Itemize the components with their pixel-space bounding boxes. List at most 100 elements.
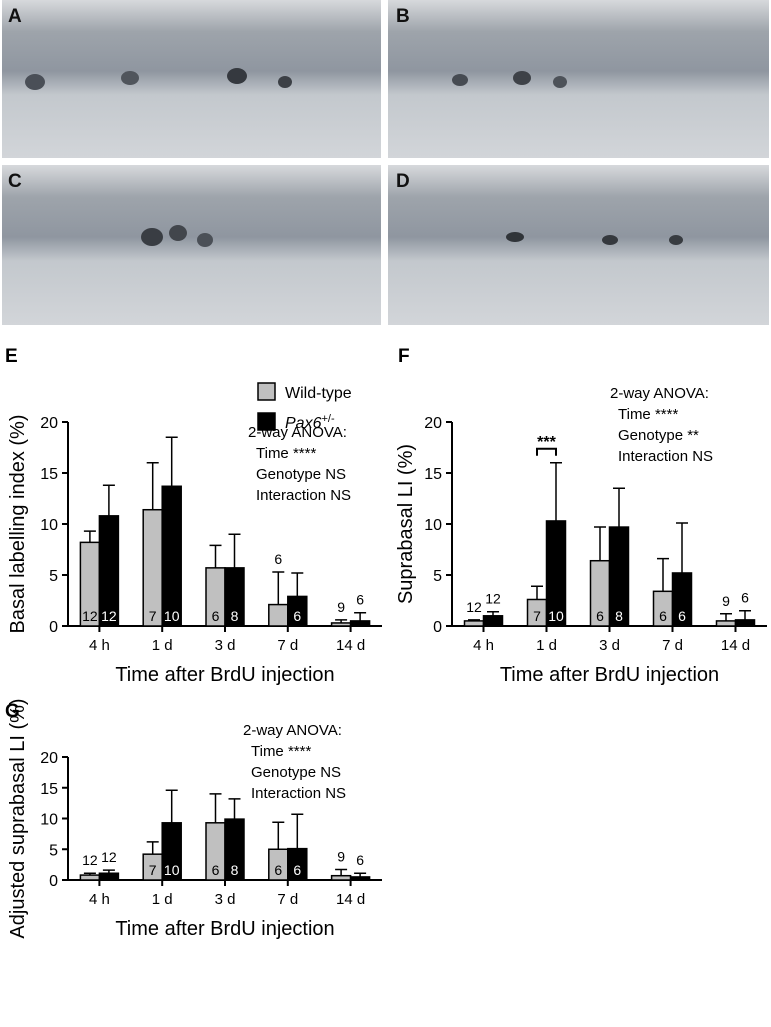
n-label: 6 bbox=[293, 608, 301, 624]
annotation: 2-way ANOVA: bbox=[243, 722, 342, 739]
x-tick-label: 14 d bbox=[336, 637, 365, 654]
error-bar bbox=[676, 522, 688, 573]
significance-label: *** bbox=[537, 434, 556, 451]
bar bbox=[79, 874, 101, 881]
n-label: 12 bbox=[485, 591, 501, 607]
n-label: 6 bbox=[356, 592, 364, 608]
y-tick-label: 15 bbox=[40, 466, 58, 483]
x-tick-label: 4 h bbox=[473, 637, 494, 654]
panel-label: A bbox=[8, 6, 22, 27]
x-tick-label: 3 d bbox=[599, 637, 620, 654]
micrograph-c bbox=[2, 165, 381, 325]
error-bar bbox=[657, 557, 669, 592]
bar bbox=[349, 620, 371, 627]
x-tick-label: 14 d bbox=[721, 637, 750, 654]
annotation: Interaction NS bbox=[256, 487, 351, 504]
error-bar bbox=[468, 619, 480, 621]
error-bar bbox=[739, 609, 751, 620]
y-tick-label: 10 bbox=[40, 812, 58, 829]
legend-superscript: +/- bbox=[321, 413, 334, 425]
error-bar bbox=[228, 798, 241, 820]
y-tick-label: 10 bbox=[424, 517, 442, 534]
error-bar bbox=[102, 869, 115, 874]
n-label: 6 bbox=[741, 590, 749, 606]
annotation: Interaction NS bbox=[251, 785, 346, 802]
n-label: 9 bbox=[337, 849, 345, 865]
bar bbox=[330, 622, 352, 627]
y-tick-label: 5 bbox=[433, 568, 442, 585]
error-bar bbox=[335, 619, 348, 623]
n-label: 8 bbox=[231, 862, 239, 878]
y-tick-label: 20 bbox=[40, 750, 58, 767]
panel-label: F bbox=[398, 346, 410, 367]
n-label: 12 bbox=[466, 599, 482, 615]
n-label: 8 bbox=[615, 608, 623, 624]
panel-label: B bbox=[396, 6, 410, 27]
annotation: Time **** bbox=[618, 406, 678, 423]
n-label: 6 bbox=[356, 852, 364, 868]
n-label: 6 bbox=[212, 862, 220, 878]
error-bar bbox=[613, 487, 625, 528]
n-label: 6 bbox=[274, 862, 282, 878]
bar bbox=[482, 615, 504, 627]
error-bar bbox=[165, 436, 178, 487]
x-axis-label: Time after BrdU injection bbox=[500, 664, 719, 686]
n-label: 6 bbox=[212, 608, 220, 624]
panel-label: E bbox=[5, 346, 18, 367]
error-bar bbox=[83, 872, 96, 876]
n-label: 12 bbox=[82, 852, 98, 868]
error-bar bbox=[354, 872, 367, 877]
n-label: 6 bbox=[274, 551, 282, 567]
bar bbox=[463, 620, 485, 627]
error-bar bbox=[83, 530, 96, 543]
x-tick-label: 7 d bbox=[277, 637, 298, 654]
error-bar bbox=[209, 793, 222, 823]
annotation: 2-way ANOVA: bbox=[610, 385, 709, 402]
error-bar bbox=[291, 813, 304, 849]
x-tick-label: 1 d bbox=[536, 637, 557, 654]
error-bar bbox=[335, 868, 348, 876]
error-bar bbox=[354, 611, 367, 621]
annotation: Time **** bbox=[256, 445, 316, 462]
y-tick-label: 0 bbox=[49, 873, 58, 890]
error-bar bbox=[487, 610, 499, 616]
bar bbox=[330, 874, 352, 881]
n-label: 10 bbox=[164, 608, 180, 624]
x-tick-label: 1 d bbox=[152, 891, 173, 908]
legend-name: Pax6 bbox=[285, 415, 322, 432]
micrograph-b bbox=[388, 0, 769, 158]
y-tick-label: 5 bbox=[49, 842, 58, 859]
n-label: 8 bbox=[231, 608, 239, 624]
n-label: 7 bbox=[149, 862, 157, 878]
n-label: 7 bbox=[149, 608, 157, 624]
legend-name: Wild-type bbox=[285, 385, 352, 402]
error-bar bbox=[594, 526, 606, 561]
y-tick-label: 0 bbox=[49, 619, 58, 636]
y-tick-label: 0 bbox=[433, 619, 442, 636]
panel-label: G bbox=[5, 701, 20, 722]
bar bbox=[268, 603, 289, 627]
y-tick-label: 5 bbox=[49, 568, 58, 585]
x-tick-label: 4 h bbox=[89, 891, 110, 908]
legend-swatch bbox=[257, 382, 276, 401]
annotation: Time **** bbox=[251, 743, 311, 760]
error-bar bbox=[720, 613, 732, 621]
error-bar bbox=[228, 533, 241, 568]
y-axis-label: Suprabasal LI (%) bbox=[395, 444, 417, 604]
bar bbox=[715, 620, 737, 627]
y-tick-label: 20 bbox=[40, 415, 58, 432]
n-label: 10 bbox=[548, 608, 564, 624]
annotation: Genotype NS bbox=[256, 466, 346, 483]
n-label: 9 bbox=[722, 593, 730, 609]
y-tick-label: 15 bbox=[40, 781, 58, 798]
y-tick-label: 20 bbox=[424, 415, 442, 432]
error-bar bbox=[146, 462, 159, 510]
n-label: 7 bbox=[533, 608, 541, 624]
n-label: 6 bbox=[596, 608, 604, 624]
x-axis-label: Time after BrdU injection bbox=[115, 918, 334, 940]
x-tick-label: 7 d bbox=[662, 637, 683, 654]
error-bar bbox=[291, 572, 304, 597]
annotation: Genotype NS bbox=[251, 764, 341, 781]
micrograph-d bbox=[388, 165, 769, 325]
error-bar bbox=[146, 841, 159, 855]
